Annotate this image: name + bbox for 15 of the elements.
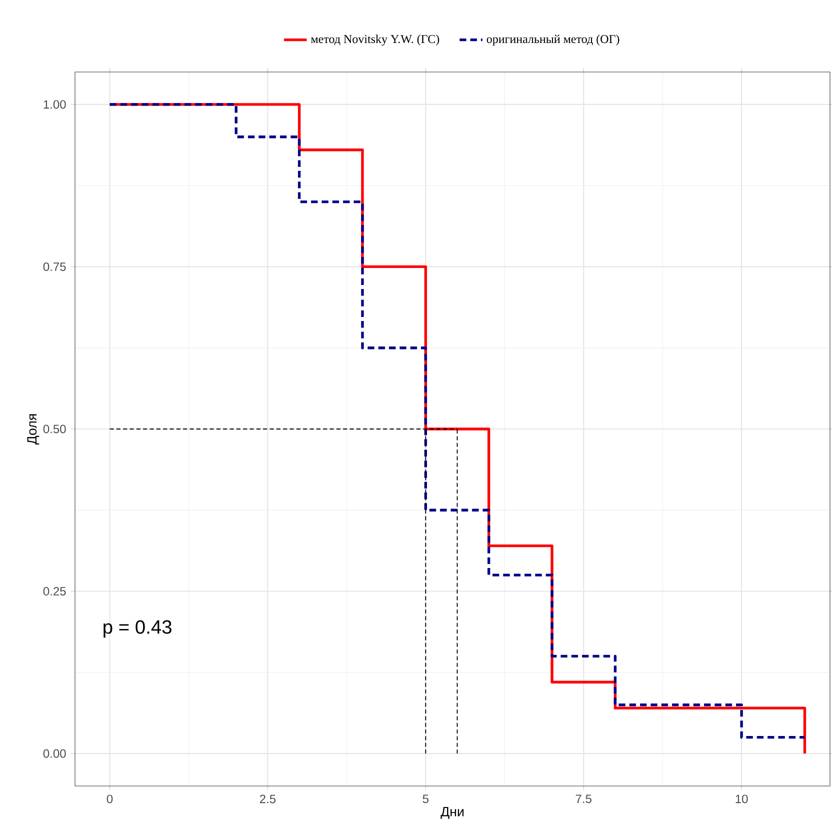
y-tick-label: 0.00 [43,749,66,758]
x-tick-label: 0 [106,794,113,804]
x-tick-label: 5 [422,794,428,804]
annotation: p = 0.43 [104,620,172,638]
x-tick-label: 10 [736,794,748,804]
y-tick-label: 1.00 [44,100,66,109]
y-tick-label: 0.25 [43,587,66,596]
y-tick-label: 0.75 [43,262,66,271]
x-tick-label: 2.5 [260,794,276,804]
x-tick-label: 7.5 [576,794,592,804]
legend-label: метод Novitsky Y.W. (ГС) [310,34,440,46]
legend-label: оригинальный метод (ОГ) [486,34,620,46]
y-axis-title: Доля [27,414,40,445]
x-axis-title: Дни [440,807,464,819]
y-tick-label: 0.50 [43,424,66,434]
